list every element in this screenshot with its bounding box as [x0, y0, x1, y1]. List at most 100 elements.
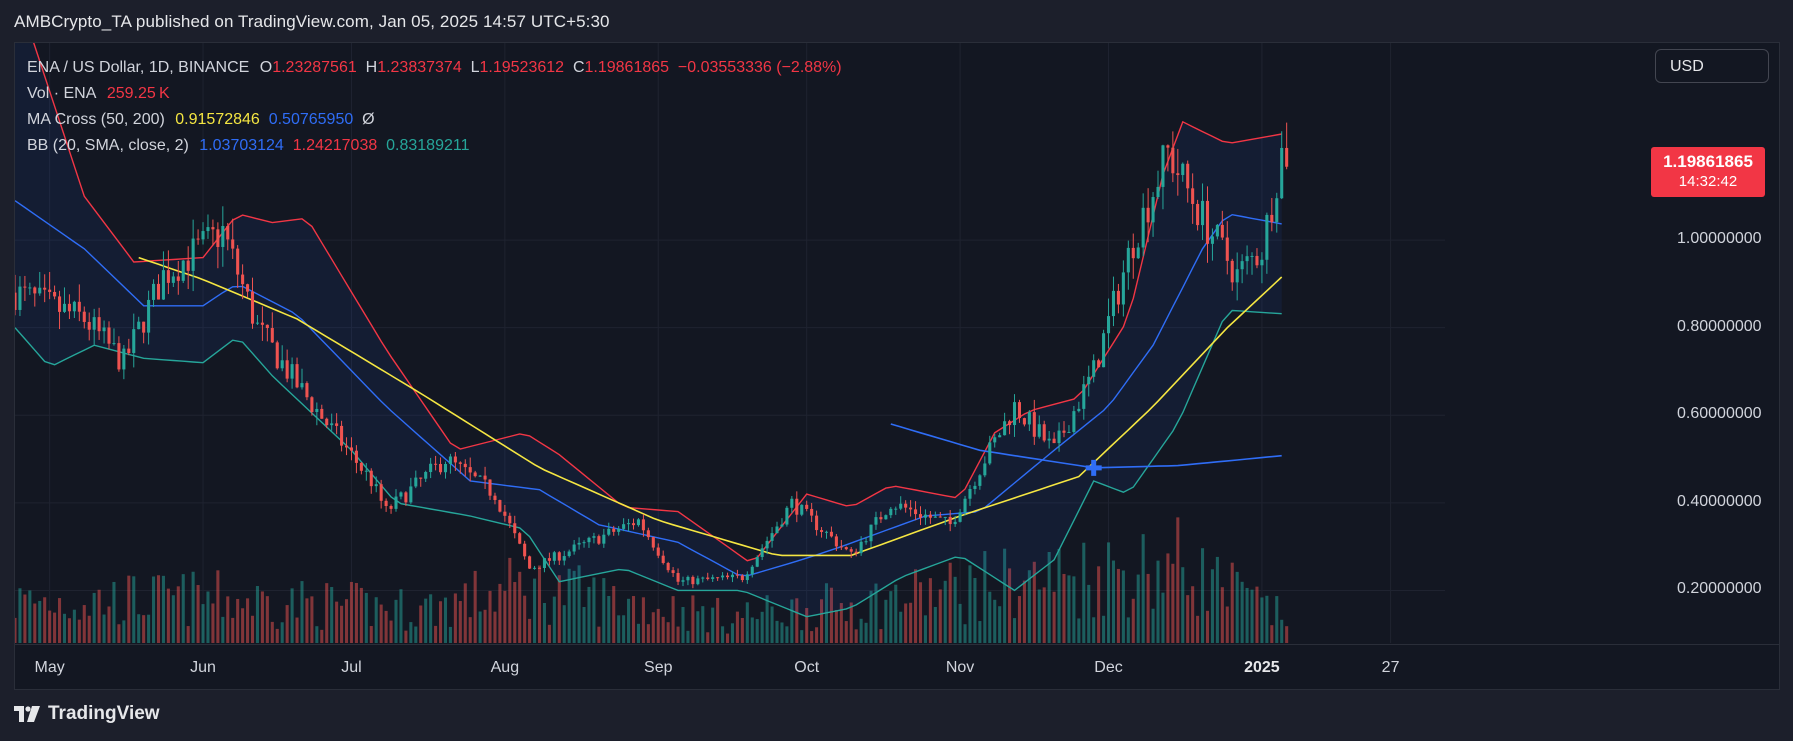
volume-bar: [1265, 595, 1269, 643]
volume-bar: [1171, 563, 1175, 643]
volume-bar: [82, 605, 86, 643]
candle-body: [1270, 214, 1274, 223]
candle-body: [800, 504, 804, 515]
candle-body: [587, 537, 591, 543]
volume-bar: [186, 626, 190, 643]
price-chart[interactable]: [15, 43, 1779, 689]
candle-body: [369, 470, 373, 487]
time-axis-divider: [15, 644, 1779, 645]
volume-bar: [429, 594, 433, 643]
ma50-value: 0.91572846: [175, 111, 260, 128]
volume-bar: [597, 626, 601, 643]
candle-body: [829, 531, 833, 537]
candle-body: [725, 575, 730, 578]
volume-bar: [631, 596, 636, 643]
open-key: O: [259, 59, 273, 76]
volume-bar: [775, 620, 779, 643]
candle-body: [1186, 163, 1190, 189]
tradingview-logo[interactable]: TradingView: [14, 703, 160, 725]
candle-body: [310, 397, 314, 413]
volume-bar: [1141, 534, 1145, 643]
volume-bar: [236, 598, 240, 643]
legend-ma-cross[interactable]: MA Cross (50, 200) 0.91572846 0.50765950…: [27, 107, 842, 133]
candle-body: [711, 577, 715, 579]
candle-body: [963, 498, 967, 513]
volume-bar: [260, 591, 264, 643]
volume-bar: [226, 596, 230, 643]
candle-body: [295, 364, 299, 388]
candle-body: [562, 556, 566, 561]
volume-bar: [983, 551, 987, 643]
volume-bar: [646, 624, 650, 643]
candle-body: [250, 291, 255, 324]
volume-bar: [374, 597, 378, 643]
cross-marker-icon: [1085, 459, 1102, 476]
tradingview-wordmark: TradingView: [48, 703, 160, 724]
volume-bar: [636, 623, 640, 643]
candle-body: [201, 231, 205, 240]
volume-bar: [330, 587, 334, 643]
candle-body: [631, 523, 636, 526]
candle-body: [1220, 224, 1224, 238]
volume-bar: [132, 576, 136, 643]
volume-bar: [1240, 581, 1244, 643]
candle-body: [938, 516, 942, 518]
volume-bar: [394, 599, 398, 643]
volume-bar: [859, 618, 863, 643]
volume-bar: [1161, 592, 1165, 643]
volume-bar: [439, 601, 443, 643]
volume-bar: [612, 586, 616, 643]
volume-bar: [953, 576, 957, 643]
candle-body: [384, 500, 388, 507]
candle-body: [765, 540, 769, 549]
candle-body: [760, 548, 764, 557]
candle-body: [1260, 259, 1264, 266]
currency-selector[interactable]: USD: [1655, 49, 1769, 83]
candle-body: [592, 536, 596, 538]
volume-bar: [463, 583, 467, 643]
volume-bar: [518, 571, 522, 643]
volume-bar: [770, 606, 774, 643]
candle-body: [379, 484, 383, 501]
volume-bar: [651, 612, 655, 643]
candle-body: [681, 580, 685, 582]
candle-body: [1092, 360, 1096, 377]
volume-bar: [92, 592, 96, 643]
legend-volume[interactable]: Vol · ENA 259.25 K: [27, 81, 842, 107]
volume-bar: [161, 575, 165, 643]
price-tick-label: 0.60000000: [1677, 405, 1762, 423]
candle-body: [780, 524, 784, 527]
volume-bar: [725, 633, 730, 643]
volume-bar: [478, 611, 482, 643]
volume-bar: [864, 622, 868, 643]
volume-bar: [300, 581, 304, 643]
time-tick-label: 2025: [1244, 659, 1280, 676]
candle-body: [661, 555, 665, 563]
time-tick-label: Nov: [945, 659, 975, 676]
volume-bar: [107, 606, 111, 643]
volume-bar: [547, 624, 551, 643]
volume-bar: [142, 615, 146, 643]
candle-body: [434, 463, 438, 465]
candle-body: [1097, 360, 1101, 368]
volume-bar: [780, 622, 784, 643]
candle-body: [874, 517, 878, 525]
candle-body: [740, 575, 744, 581]
legend-bollinger[interactable]: BB (20, SMA, close, 2) 1.03703124 1.2421…: [27, 133, 842, 159]
volume-bar: [820, 599, 824, 643]
candle-body: [1067, 431, 1071, 433]
candle-body: [82, 311, 86, 322]
candle-body: [468, 467, 472, 473]
candle-body: [1230, 260, 1234, 283]
volume-bar: [785, 626, 789, 643]
volume-bar: [1111, 560, 1116, 643]
candle-body: [528, 556, 532, 569]
cross-marker: [1085, 459, 1102, 476]
candle-body: [820, 530, 824, 532]
candle-body: [62, 303, 67, 312]
candle-body: [815, 515, 819, 531]
candle-body: [1111, 290, 1116, 317]
chart-panel[interactable]: ENA / US Dollar, 1D, BINANCE O1.23287561…: [14, 42, 1780, 690]
volume-bar: [1057, 548, 1061, 643]
legend-ohlc[interactable]: ENA / US Dollar, 1D, BINANCE O1.23287561…: [27, 55, 842, 81]
